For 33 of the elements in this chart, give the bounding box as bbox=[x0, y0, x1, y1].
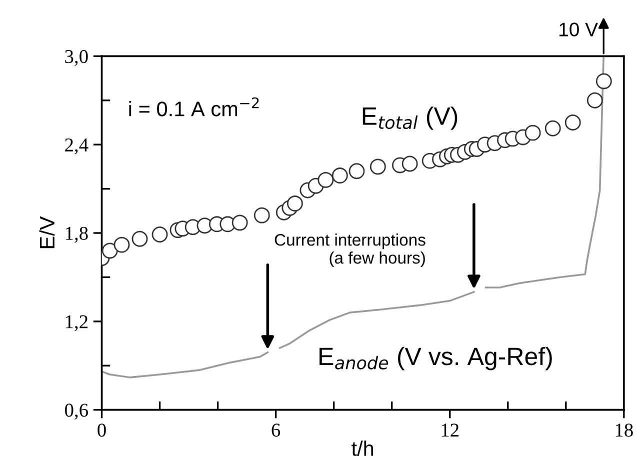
point bbox=[348, 163, 365, 180]
x-tick-label: 18 bbox=[616, 424, 633, 437]
series-label: E$_{anode}$ (V vs. Ag-Ref) bbox=[320, 346, 552, 370]
y-tick-label: 1,2 bbox=[66, 315, 88, 332]
point bbox=[318, 172, 334, 188]
series-label: E$_{total}$ (V) bbox=[362, 106, 458, 130]
y-axis-title: E/V bbox=[39, 216, 55, 248]
point bbox=[132, 230, 148, 247]
point bbox=[524, 124, 541, 141]
point bbox=[564, 114, 581, 130]
point bbox=[114, 236, 130, 253]
y-tick-label: 0,6 bbox=[65, 404, 88, 420]
x-tick-label: 12 bbox=[442, 424, 459, 437]
point bbox=[152, 226, 168, 242]
x-axis-title: t/h bbox=[352, 440, 374, 456]
y-tick-label: 2,4 bbox=[65, 138, 88, 154]
point bbox=[102, 242, 118, 259]
x-tick-label: 0 bbox=[98, 424, 106, 437]
x-tick-label: 6 bbox=[272, 424, 280, 437]
annotation: 10 V bbox=[560, 22, 598, 36]
annotation: Current interruptions (a few hours) bbox=[274, 234, 426, 268]
y-tick-label: 3,0 bbox=[65, 50, 88, 66]
point bbox=[596, 73, 612, 90]
point bbox=[402, 156, 418, 172]
point bbox=[286, 196, 303, 212]
y-tick-label: 1,8 bbox=[66, 226, 88, 243]
annotation: i = 0.1 A cm$^{−2}$ bbox=[129, 97, 259, 116]
point bbox=[232, 214, 248, 231]
point bbox=[544, 120, 561, 136]
point bbox=[332, 168, 348, 184]
point bbox=[586, 92, 603, 108]
point bbox=[254, 207, 270, 224]
point bbox=[370, 158, 386, 175]
